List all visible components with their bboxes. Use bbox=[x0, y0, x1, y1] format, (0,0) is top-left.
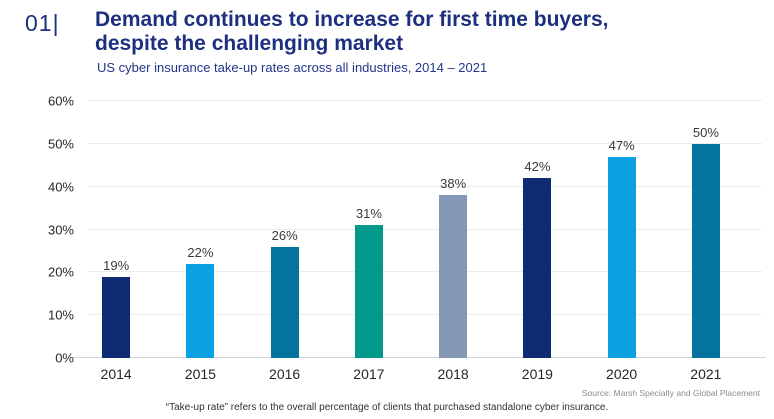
bar-cell-2016: 26% bbox=[243, 101, 327, 358]
section-number: 01| bbox=[25, 10, 60, 36]
gridline-30 bbox=[88, 228, 762, 230]
bar-value-label: 26% bbox=[271, 227, 298, 243]
y-axis-tick-label: 60% bbox=[47, 93, 74, 109]
chart-title-line-2: despite the challenging market bbox=[95, 31, 404, 55]
x-axis-tick-label: 2018 bbox=[437, 366, 469, 382]
bar-2014: 19% bbox=[102, 258, 131, 358]
gridline-20 bbox=[88, 271, 762, 273]
bar-cell-2015: 22% bbox=[158, 101, 242, 358]
bar-value-label: 19% bbox=[103, 257, 130, 273]
bar-value-label: 50% bbox=[692, 124, 719, 140]
chart-title-line-1: Demand continues to increase for first t… bbox=[95, 8, 609, 31]
bar-cell-2019: 42% bbox=[495, 101, 579, 358]
bar-value-label: 47% bbox=[608, 137, 635, 153]
y-axis-tick-label: 30% bbox=[47, 222, 74, 237]
x-axis-tick-label: 2016 bbox=[269, 366, 301, 382]
gridline-0 bbox=[74, 357, 766, 358]
bar-value-label: 31% bbox=[355, 206, 382, 222]
x-axis-tick-label: 2020 bbox=[606, 366, 638, 382]
bar-2016: 26% bbox=[270, 228, 299, 358]
source-note: Source: Marsh Specialty and Global Place… bbox=[581, 388, 760, 398]
plot-area: 0% 10% 20% 30% 40% 50% 60% 19% 22% 26% 31% 38% 42% 47… bbox=[48, 94, 766, 366]
y-axis-tick-label: 10% bbox=[47, 307, 74, 323]
x-axis-labels: 2014 2015 2016 2017 2018 2019 2020 2021 bbox=[74, 366, 748, 382]
bar-value-label: 38% bbox=[440, 176, 467, 192]
bar-cell-2018: 38% bbox=[411, 101, 495, 358]
x-axis-tick-label: 2014 bbox=[100, 366, 132, 382]
bar-2018: 38% bbox=[439, 176, 468, 358]
bar-2015: 22% bbox=[186, 245, 215, 358]
bar-cell-2014: 19% bbox=[74, 101, 158, 358]
gridline-10 bbox=[88, 314, 762, 316]
footnote: “Take-up rate” refers to the overall per… bbox=[165, 402, 609, 413]
bar-2021: 50% bbox=[691, 125, 720, 358]
bar-cell-2017: 31% bbox=[327, 101, 411, 358]
x-axis-tick-label: 2015 bbox=[184, 366, 216, 382]
bar-value-label: 42% bbox=[524, 159, 551, 175]
chart-title: Demand continues to increase for first t… bbox=[95, 8, 735, 56]
x-axis-tick-label: 2017 bbox=[353, 366, 385, 382]
y-axis-tick-label: 0% bbox=[55, 350, 74, 366]
x-axis-tick-label: 2019 bbox=[521, 366, 553, 382]
bar-2020: 47% bbox=[607, 138, 636, 358]
gridline-50 bbox=[88, 142, 762, 144]
y-axis-tick-label: 20% bbox=[47, 264, 74, 280]
bar-series: 19% 22% 26% 31% 38% 42% 47% 50% bbox=[74, 101, 748, 358]
chart-subtitle: US cyber insurance take-up rates across … bbox=[97, 60, 488, 75]
gridline-40 bbox=[88, 185, 762, 187]
x-axis-tick-label: 2021 bbox=[690, 366, 722, 382]
y-axis-tick-label: 40% bbox=[47, 179, 74, 195]
gridline-60 bbox=[88, 100, 762, 101]
bar-value-label: 22% bbox=[187, 244, 214, 260]
y-axis-tick-label: 50% bbox=[47, 136, 74, 152]
bar-2019: 42% bbox=[523, 159, 552, 358]
bar-cell-2020: 47% bbox=[580, 101, 664, 358]
bar-2017: 31% bbox=[354, 206, 383, 358]
bar-cell-2021: 50% bbox=[664, 101, 748, 358]
